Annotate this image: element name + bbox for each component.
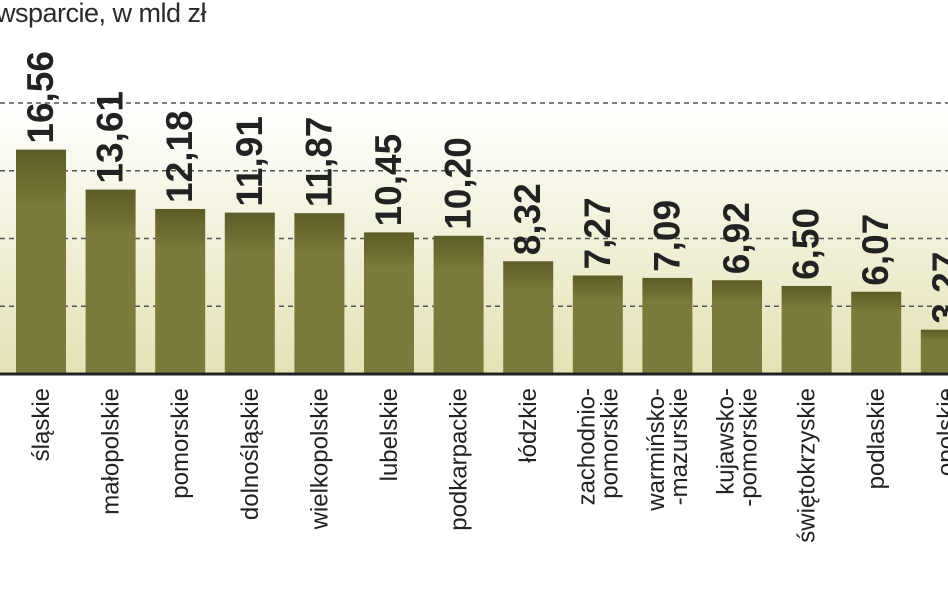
value-label: 6,50 bbox=[786, 208, 827, 280]
value-label: 11,91 bbox=[229, 116, 270, 207]
category-label-line: -pomorskie bbox=[736, 388, 763, 507]
bar bbox=[851, 291, 902, 374]
category-label-line: pomorskie bbox=[596, 388, 623, 499]
value-label: 3,27 bbox=[925, 252, 948, 324]
bar bbox=[503, 261, 554, 374]
value-label: 13,61 bbox=[90, 91, 131, 184]
category-label: opolskie bbox=[933, 388, 948, 476]
category-label: świętokrzyskie bbox=[794, 388, 821, 543]
bar bbox=[781, 285, 832, 374]
category-label: kujawsko--pomorskie bbox=[713, 388, 763, 507]
category-label-line: łódzkie bbox=[515, 388, 542, 463]
category-label-line: śląskie bbox=[28, 388, 55, 461]
category-label-line: wielkopolskie bbox=[306, 388, 333, 530]
value-label: 6,07 bbox=[855, 214, 896, 286]
category-label-line: zachodnio- bbox=[573, 388, 600, 505]
value-label: 7,09 bbox=[646, 200, 687, 272]
bar bbox=[572, 275, 623, 374]
category-label-line: podlaskie bbox=[863, 388, 890, 489]
bar bbox=[920, 329, 948, 374]
bar bbox=[294, 213, 345, 374]
category-label-line: lubelskie bbox=[376, 388, 403, 481]
bar bbox=[224, 212, 275, 374]
value-label: 11,87 bbox=[298, 117, 339, 208]
category-label-line: kujawsko- bbox=[713, 388, 740, 495]
value-label: 6,92 bbox=[716, 202, 757, 274]
value-label: 8,32 bbox=[507, 183, 548, 255]
category-label: wielkopolskie bbox=[306, 388, 333, 530]
category-label-line: opolskie bbox=[933, 388, 948, 476]
bar bbox=[155, 208, 206, 374]
category-label: śląskie bbox=[28, 388, 55, 461]
category-label: pomorskie bbox=[167, 388, 194, 499]
category-label-line: dolnośląskie bbox=[237, 388, 264, 520]
bar bbox=[642, 277, 693, 374]
bar bbox=[16, 149, 66, 374]
value-label: 12,18 bbox=[159, 110, 200, 203]
category-label: dolnośląskie bbox=[237, 388, 264, 520]
category-label-line: podkarpackie bbox=[446, 388, 473, 531]
category-label-line: -mazurskie bbox=[666, 388, 693, 505]
category-label: łódzkie bbox=[515, 388, 542, 463]
bar bbox=[712, 280, 762, 374]
category-label: małopolskie bbox=[98, 388, 125, 515]
bar bbox=[85, 189, 136, 374]
category-label: warmińsko--mazurskie bbox=[643, 388, 693, 512]
category-label-line: warmińsko- bbox=[643, 388, 670, 512]
category-label-line: pomorskie bbox=[167, 388, 194, 499]
value-label: 10,45 bbox=[368, 134, 409, 227]
category-label-line: świętokrzyskie bbox=[794, 388, 821, 543]
bar bbox=[364, 232, 414, 374]
value-label: 10,20 bbox=[438, 137, 479, 230]
category-label-line: małopolskie bbox=[98, 388, 125, 515]
category-label: zachodnio-pomorskie bbox=[573, 388, 623, 505]
category-label: lubelskie bbox=[376, 388, 403, 481]
value-label: 16,56 bbox=[20, 51, 61, 144]
value-label: 7,27 bbox=[577, 197, 618, 269]
chart-title: wsparcie, w mld zł bbox=[0, 0, 207, 28]
bar bbox=[433, 235, 484, 374]
category-label: podlaskie bbox=[863, 388, 890, 489]
category-label: podkarpackie bbox=[446, 388, 473, 531]
